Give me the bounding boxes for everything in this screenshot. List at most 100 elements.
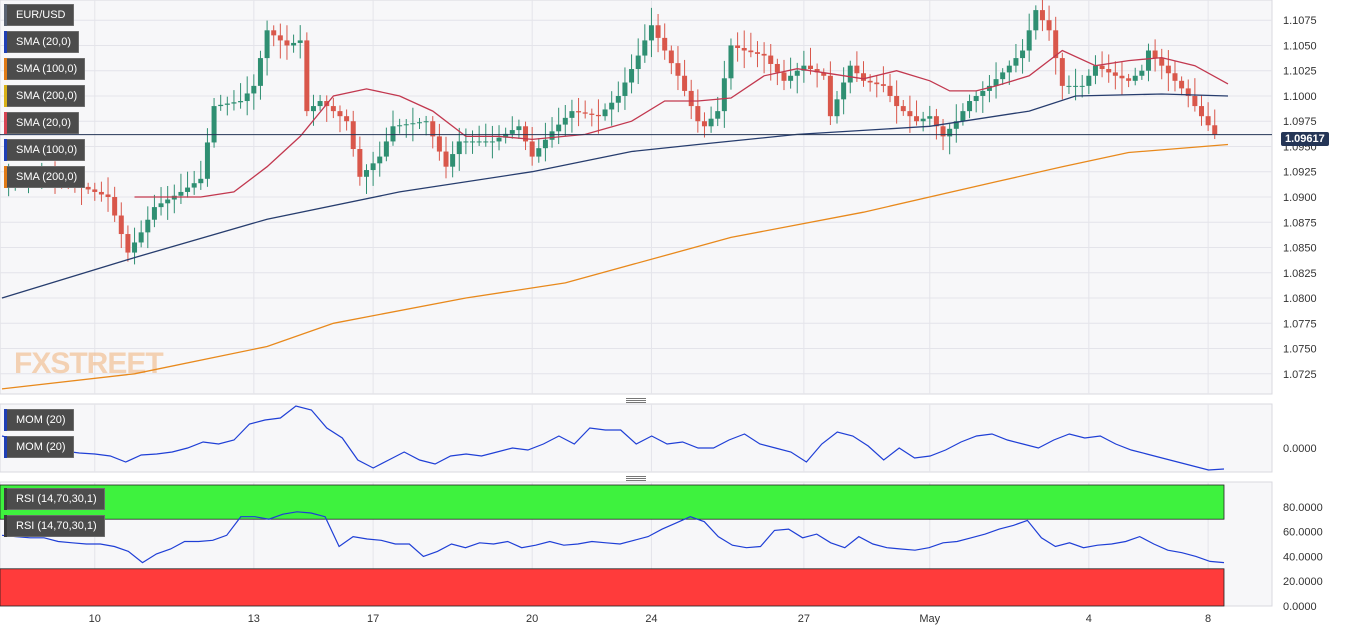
candle-bearish [529, 141, 535, 157]
candle-bearish [330, 106, 336, 112]
mom-y-tick-label: 0.0000 [1283, 443, 1317, 455]
candle-bearish [112, 197, 118, 216]
rsi-overbought-zone [0, 484, 1225, 520]
candle-bearish [1212, 125, 1218, 135]
candle-bearish [1039, 10, 1045, 21]
candle-bearish [430, 121, 436, 137]
legend-label: RSI (14,70,30,1) [16, 493, 97, 505]
candle-bearish [85, 186, 91, 190]
legend-swatch [4, 85, 7, 107]
candle-bearish [1179, 80, 1185, 89]
y-tick-label: 1.0875 [1283, 217, 1317, 229]
momentum-line [1, 405, 1225, 471]
rsi-y-tick-label: 80.0000 [1283, 502, 1323, 514]
candle-bearish [821, 72, 827, 76]
candle-bearish [867, 80, 873, 83]
candle-bearish [741, 47, 747, 51]
y-tick-label: 1.0800 [1283, 293, 1317, 305]
candle-bullish [708, 118, 714, 127]
candle-bearish [284, 40, 290, 46]
candle-bullish [257, 58, 263, 86]
candle-bullish [920, 118, 926, 122]
candle-bullish [198, 178, 204, 184]
candle-bullish [470, 141, 476, 143]
candle-bearish [907, 111, 913, 117]
candle-bullish [1092, 65, 1098, 76]
rsi-y-tick-label: 60.0000 [1283, 527, 1323, 539]
legend-swatch [4, 139, 7, 161]
candle-bullish [1145, 50, 1151, 71]
candles-group [6, 0, 1218, 265]
y-tick-label: 1.1075 [1283, 15, 1317, 27]
legend-label: EUR/USD [16, 9, 66, 21]
candle-bullish [204, 142, 210, 179]
candle-bullish [947, 128, 953, 137]
legend-tag-rsi[interactable]: RSI (14,70,30,1) [4, 488, 105, 510]
candle-bullish [450, 154, 456, 167]
rsi-oversold-zone [0, 568, 1225, 607]
candle-bearish [1198, 106, 1204, 117]
candle-bearish [125, 234, 131, 253]
candle-bullish [410, 123, 416, 125]
candle-bullish [191, 183, 197, 188]
candle-bullish [1000, 72, 1006, 80]
legend-tag-sma20[interactable]: SMA (20,0) [4, 31, 80, 53]
legend-tag-mom[interactable]: MOM (20) [4, 409, 74, 431]
candle-bearish [940, 126, 946, 137]
candle-bearish [1119, 75, 1125, 79]
candle-bullish [178, 191, 184, 196]
candle-bullish [542, 139, 548, 149]
candle-bullish [1033, 10, 1039, 31]
candle-bullish [642, 40, 648, 56]
legend-tag-mom-line[interactable]: MOM (20) [4, 436, 74, 458]
candle-bearish [1205, 116, 1211, 126]
candle-bearish [523, 126, 529, 142]
candle-bullish [635, 55, 641, 70]
legend-swatch [4, 112, 7, 134]
candle-bullish [1026, 30, 1032, 51]
x-tick-label: 4 [1086, 613, 1092, 625]
legend-tag-sma100[interactable]: SMA (100,0) [4, 58, 86, 80]
pane-resize-handle-rsi[interactable] [626, 476, 646, 481]
y-tick-label: 1.1025 [1283, 66, 1317, 78]
candle-bearish [1099, 65, 1105, 70]
legend-tag-sma100-line[interactable]: SMA (100,0) [4, 139, 86, 161]
legend-label: SMA (20,0) [16, 117, 72, 129]
candle-bullish [503, 133, 509, 138]
y-tick-label: 1.0750 [1283, 344, 1317, 356]
candle-bullish [423, 121, 429, 123]
candle-bearish [576, 111, 582, 113]
pane-resize-handle-mom[interactable] [626, 398, 646, 403]
candle-bearish [668, 50, 674, 64]
candle-bullish [927, 116, 933, 119]
candle-bullish [244, 93, 250, 102]
candle-bullish [211, 106, 217, 143]
legend-tag-sma200[interactable]: SMA (200,0) [4, 85, 86, 107]
legend-tag-sma200-line[interactable]: SMA (200,0) [4, 166, 86, 188]
rsi-y-tick-label: 0.0000 [1283, 601, 1317, 613]
candle-bullish [383, 141, 389, 157]
candle-bullish [363, 170, 369, 177]
candle-bearish [735, 45, 741, 48]
candle-bearish [761, 53, 767, 56]
candle-bearish [357, 149, 363, 177]
candle-bearish [768, 55, 774, 64]
candle-bullish [602, 109, 608, 117]
candle-bullish [1086, 75, 1092, 86]
sma20-line [134, 49, 1229, 198]
candle-bullish [483, 141, 489, 143]
legend-tag-sma20-line[interactable]: SMA (20,0) [4, 112, 80, 134]
candle-bullish [715, 111, 721, 119]
candle-bullish [953, 121, 959, 129]
candle-bearish [887, 85, 893, 96]
legend-tag-symbol[interactable]: EUR/USD [4, 4, 74, 26]
y-tick-label: 1.0925 [1283, 167, 1317, 179]
candle-bullish [403, 124, 409, 126]
candle-bullish [377, 156, 383, 164]
x-tick-label: May [919, 613, 940, 625]
candle-bullish [417, 122, 423, 124]
legend-tag-rsi-line[interactable]: RSI (14,70,30,1) [4, 515, 105, 537]
candle-bullish [231, 102, 237, 104]
rsi-legend: RSI (14,70,30,1) RSI (14,70,30,1) [4, 488, 105, 542]
